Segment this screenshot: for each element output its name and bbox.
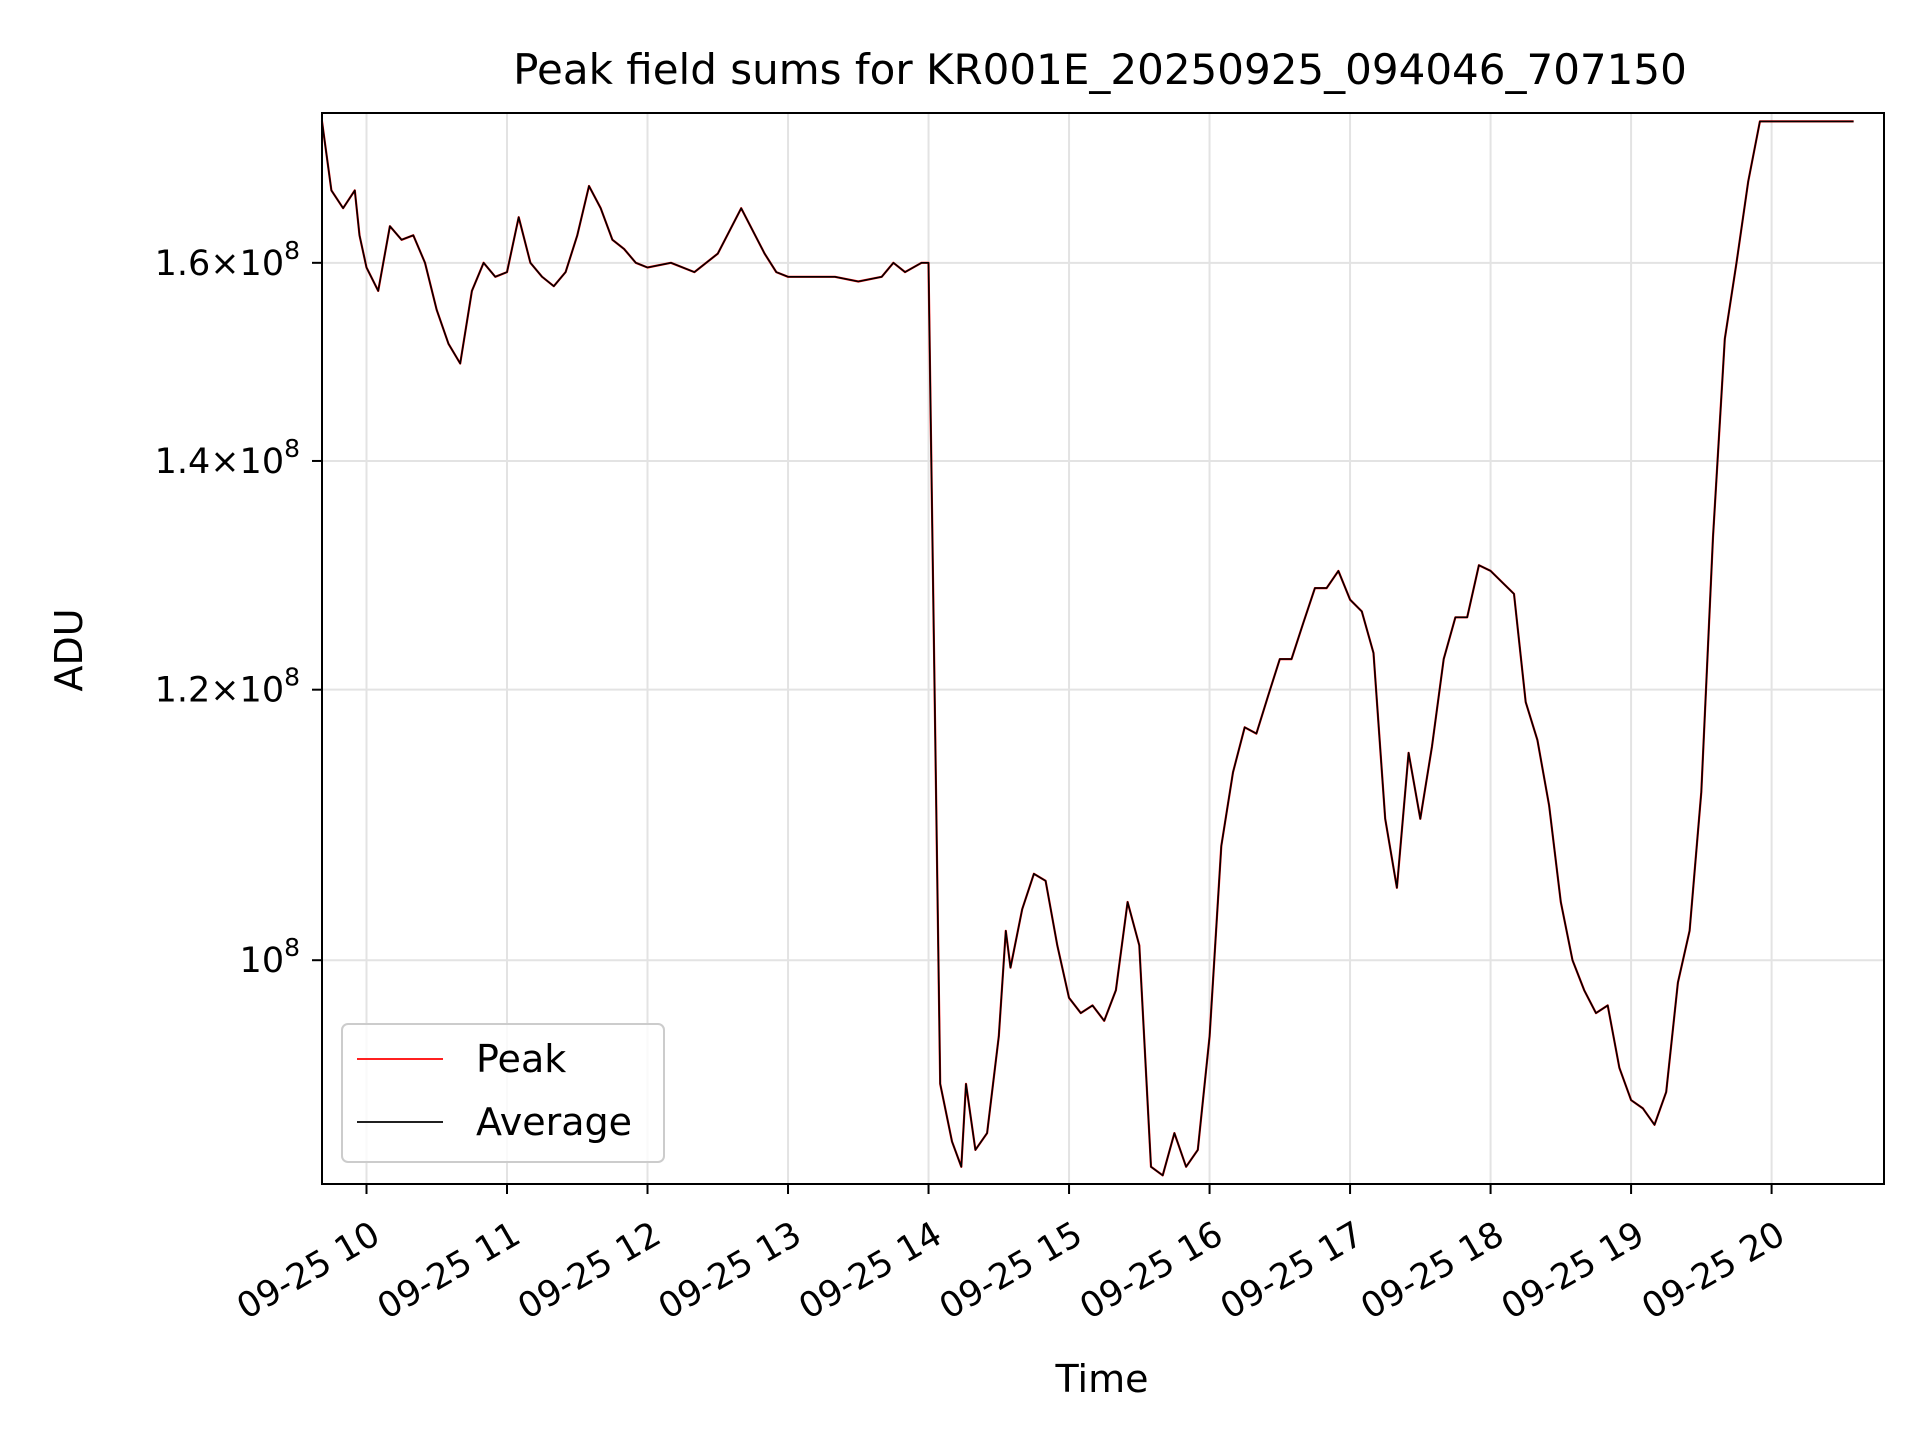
y-axis: 108 1.2×108 1.4×108 1.6×108 xyxy=(155,236,322,981)
legend-label-average: Average xyxy=(476,1100,632,1144)
y-axis-label: ADU xyxy=(47,608,91,691)
legend: Peak Average xyxy=(341,1023,665,1163)
y-tick-label-3: 1.6×108 xyxy=(155,236,300,284)
y-tick-label-0: 108 xyxy=(240,933,300,981)
grid xyxy=(322,113,1884,1184)
series-group xyxy=(320,120,1854,1177)
chart-title: Peak field sums for KR001E_20250925_0940… xyxy=(513,45,1687,94)
plot-frame xyxy=(321,112,1885,1185)
y-tick-label-2: 1.4×108 xyxy=(155,434,300,482)
legend-label-peak: Peak xyxy=(476,1037,566,1081)
x-axis-label: Time xyxy=(1055,1357,1149,1401)
y-tick-label-1: 1.2×108 xyxy=(155,663,300,711)
series-line-average xyxy=(321,120,1854,1177)
